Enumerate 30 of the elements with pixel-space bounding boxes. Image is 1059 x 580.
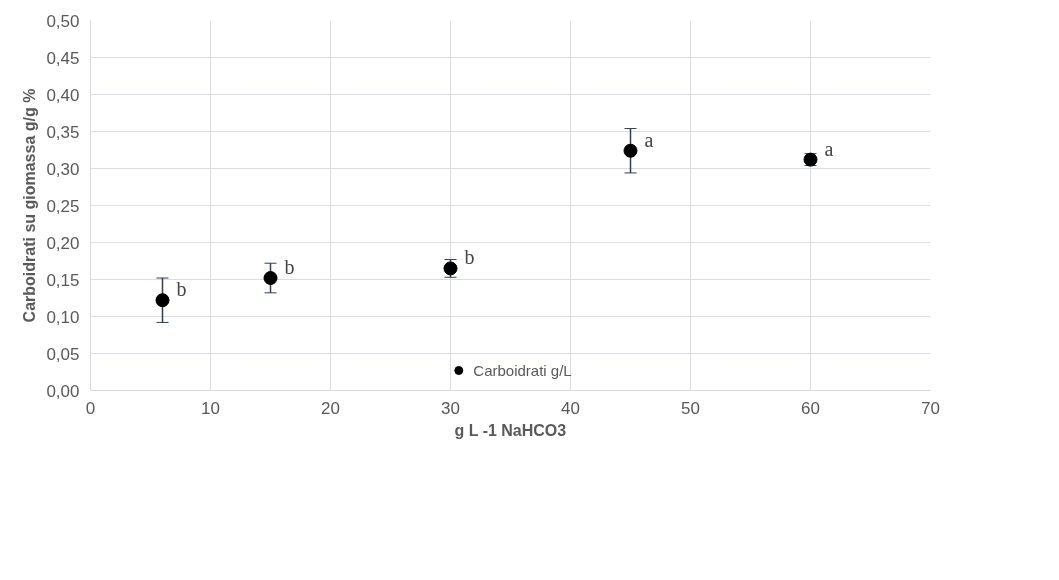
y-tick-label: 0,45 xyxy=(46,48,80,68)
x-tick-label: 30 xyxy=(441,398,460,418)
annotation: b xyxy=(176,278,187,301)
x-tick-label: 40 xyxy=(561,398,580,418)
y-tick-label: 0,40 xyxy=(46,85,80,105)
x-tick-label: 60 xyxy=(801,398,820,418)
y-tick-label: 0,05 xyxy=(46,344,80,364)
y-tick-label: 0,20 xyxy=(46,233,80,253)
y-tick-label: 0,15 xyxy=(46,270,80,290)
annotation: b xyxy=(464,246,475,269)
x-tick-label: 70 xyxy=(921,398,940,418)
point xyxy=(155,293,170,308)
annotation: a xyxy=(824,137,834,160)
y-tick-label: 0,50 xyxy=(46,11,80,31)
y-tick-label: 0,35 xyxy=(46,122,80,142)
x-tick-label: 0 xyxy=(85,398,96,418)
x-tick-label: 20 xyxy=(321,398,340,418)
annotation: a xyxy=(644,128,654,151)
point xyxy=(623,143,638,158)
y-axis-title: Carboidrati su giomassa g/g % xyxy=(21,88,39,323)
annotation: b xyxy=(284,256,295,279)
y-tick-label: 0,25 xyxy=(46,196,80,216)
x-axis-title: g L -1 NaHCO3 xyxy=(454,421,567,439)
point xyxy=(263,271,278,286)
y-tick-label: 0,00 xyxy=(46,381,80,401)
y-tick-label: 0,10 xyxy=(46,307,80,327)
x-tick-label: 50 xyxy=(681,398,700,418)
x-tick-label: 10 xyxy=(201,398,220,418)
legend-label: Carboidrati g/L xyxy=(473,361,572,379)
y-tick-label: 0,30 xyxy=(46,159,80,179)
